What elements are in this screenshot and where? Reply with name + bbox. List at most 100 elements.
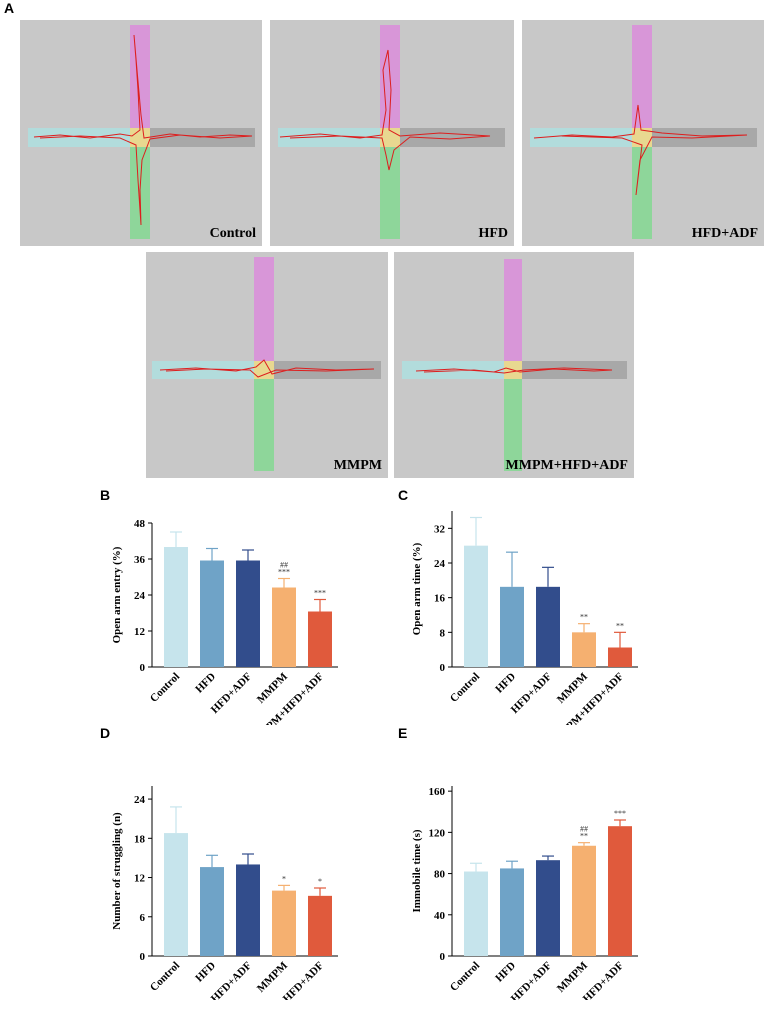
bar — [572, 632, 596, 667]
open-arm-bottom — [632, 147, 652, 239]
x-tick-label: MMPM — [555, 959, 591, 995]
panel-label-e: E — [398, 725, 408, 741]
open-arm-top — [254, 257, 274, 363]
bar — [536, 860, 560, 956]
y-tick-label: 0 — [140, 662, 146, 674]
x-tick-label: HFD+ADF — [209, 959, 255, 1000]
panel-label-b: B — [100, 487, 111, 503]
y-tick-label: 120 — [429, 827, 446, 839]
closed-arm-left — [278, 128, 382, 147]
maze-label: HFD+ADF — [691, 226, 758, 241]
maze-mmpm: MMPM — [146, 252, 388, 478]
y-tick-label: 36 — [134, 554, 146, 566]
bar — [608, 647, 632, 667]
open-arm-top — [504, 259, 522, 363]
open-arm-bottom — [504, 379, 522, 471]
y-tick-label: 48 — [134, 518, 146, 530]
movement-track — [279, 49, 491, 171]
x-tick-label: Control — [448, 671, 482, 705]
closed-arm-left — [530, 128, 634, 147]
maze-hfd-adf: HFD+ADF — [522, 20, 764, 246]
maze-label: MMPM+HFD+ADF — [505, 458, 628, 473]
closed-arm-right — [148, 128, 255, 147]
bar — [164, 547, 188, 667]
center-zone — [632, 128, 652, 147]
closed-arm-right — [398, 128, 505, 147]
maze-mmpm-hfd-adf: MMPM+HFD+ADF — [394, 252, 634, 478]
y-tick-label: 8 — [440, 627, 446, 639]
x-tick-label: HFD — [493, 960, 518, 985]
y-tick-label: 24 — [134, 794, 146, 806]
significance-label: * — [318, 877, 322, 886]
significance-label: ** — [616, 621, 624, 630]
bar — [272, 890, 296, 956]
bar — [308, 611, 332, 667]
y-tick-label: 16 — [434, 593, 446, 605]
maze-label: Control — [209, 226, 256, 241]
y-tick-label: 12 — [134, 873, 146, 885]
y-tick-label: 32 — [434, 523, 446, 535]
x-tick-label: Control — [448, 960, 482, 994]
panel-label-c: C — [398, 487, 409, 503]
y-axis-label: Open arm entry (%) — [111, 546, 123, 643]
x-tick-label: MMPM — [255, 959, 291, 995]
bar — [164, 833, 188, 956]
bar — [464, 545, 488, 667]
bar — [308, 895, 332, 956]
y-tick-label: 0 — [440, 662, 446, 674]
movement-track — [533, 104, 748, 196]
bar — [272, 587, 296, 667]
y-tick-label: 6 — [140, 912, 146, 924]
bar — [608, 826, 632, 956]
panel-label-a: A — [4, 0, 15, 16]
y-axis-label: Open arm time (%) — [411, 542, 423, 635]
bar — [236, 864, 260, 956]
x-tick-label: HFD — [193, 960, 218, 985]
y-tick-label: 80 — [434, 869, 446, 881]
bar — [200, 867, 224, 956]
y-tick-label: 24 — [434, 558, 446, 570]
y-tick-label: 24 — [134, 590, 146, 602]
y-tick-label: 12 — [134, 626, 146, 638]
y-axis-label: Number of struggling (n) — [111, 812, 123, 930]
y-tick-label: 0 — [440, 951, 446, 963]
y-tick-label: 18 — [134, 833, 146, 845]
chart-number-of-struggling: 0 6 12 18 24 Number of struggling (n) Control H… — [111, 786, 338, 1000]
open-arm-bottom — [380, 147, 400, 239]
significance-label: *** — [278, 568, 290, 577]
panel-label-d: D — [100, 725, 111, 741]
x-tick-label: HFD — [193, 671, 218, 696]
y-tick-label: 0 — [140, 951, 146, 963]
x-tick-label: HFD+ADF — [509, 959, 555, 1000]
x-tick-label: Control — [148, 960, 182, 994]
closed-arm-left — [402, 361, 506, 379]
bar — [500, 868, 524, 956]
open-arm-bottom — [254, 379, 274, 471]
bar — [200, 560, 224, 667]
y-tick-label: 40 — [434, 910, 446, 922]
open-arm-top — [632, 25, 652, 133]
maze-label: HFD — [478, 226, 508, 241]
x-tick-label: Control — [148, 671, 182, 705]
significance-label: ## — [280, 561, 288, 570]
center-zone — [130, 128, 150, 147]
significance-label: * — [282, 874, 286, 883]
bar — [500, 586, 524, 667]
y-axis-label: Immobile time (s) — [411, 829, 423, 912]
bar — [236, 560, 260, 667]
movement-track — [159, 359, 375, 378]
bar — [464, 871, 488, 956]
significance-label: ## — [580, 825, 588, 834]
x-tick-label: MMPM — [255, 670, 291, 706]
maze-control: Control — [20, 20, 262, 246]
chart-immobile-time: 0 40 80 120 160 Immobile time (s) Control HFDHF… — [411, 786, 638, 1000]
movement-track — [415, 367, 613, 374]
bar — [572, 845, 596, 956]
movement-track — [33, 34, 253, 226]
significance-label: ** — [580, 832, 588, 841]
maze-label: MMPM — [333, 458, 382, 473]
significance-label: *** — [614, 809, 626, 818]
significance-label: *** — [314, 589, 326, 598]
